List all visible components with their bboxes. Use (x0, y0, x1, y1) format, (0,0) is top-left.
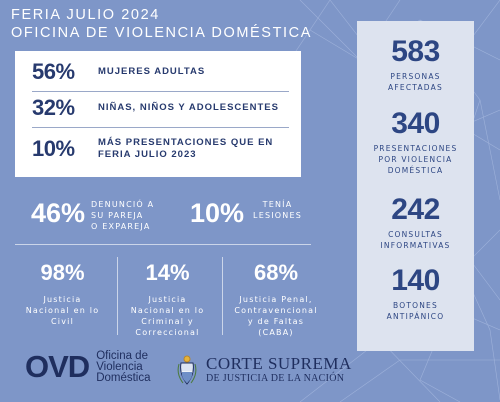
card-row-increase: 10% MÁS PRESENTACIONES QUE EN FERIA JULI… (32, 134, 289, 164)
stat-label: NIÑAS, NIÑOS Y ADOLESCENTES (98, 102, 279, 113)
card-divider (32, 127, 289, 128)
stat-label: Justicia Penal, Contravencional y de Fal… (234, 295, 318, 337)
total-value: 140 (391, 264, 440, 297)
total-affected: 583 PERSONAS AFECTADAS (357, 35, 474, 93)
total-presentations: 340 PRESENTACIONES POR VIOLENCIA DOMÉSTI… (357, 107, 474, 176)
stat-label: Justicia Nacional en lo Criminal y Corre… (130, 295, 205, 337)
stat-value: 68% (253, 260, 299, 285)
corte-suprema-subtitle: DE JUSTICIA DE LA NACIÓN (206, 373, 345, 384)
stat-value: 32% (32, 95, 75, 120)
card-row-women: 56% MUJERES ADULTAS (32, 59, 289, 85)
ovd-logo: OVD Oficina de Violencia Doméstica (25, 349, 151, 385)
corte-suprema-title: CORTE SUPREMA (206, 354, 352, 373)
stats-card: 56% MUJERES ADULTAS 32% NIÑAS, NIÑOS Y A… (15, 51, 301, 177)
total-consultations: 242 CONSULTAS INFORMATIVAS (357, 193, 474, 251)
stat-label: MUJERES ADULTAS (98, 66, 206, 77)
stat-value: 98% (40, 260, 85, 285)
column-divider (222, 257, 223, 335)
ovd-logo-mark: OVD (25, 349, 90, 384)
stat-value: 10% (32, 136, 75, 161)
stat-value: 10% (190, 198, 245, 228)
stat-label: TENÍA LESIONES (253, 200, 303, 220)
stat-value: 56% (32, 59, 75, 84)
total-value: 242 (391, 193, 440, 226)
title-line-2: OFICINA DE VIOLENCIA DOMÉSTICA (11, 25, 312, 41)
section-divider (15, 244, 311, 245)
stat-label: DENUNCIÓ A SU PAREJA O EXPAREJA (91, 200, 155, 231)
stat-criminal: 14% Justicia Nacional en lo Criminal y C… (120, 260, 215, 338)
page-title: FERIA JULIO 2024 OFICINA DE VIOLENCIA DO… (11, 6, 312, 42)
stat-label: MÁS PRESENTACIONES QUE EN FERIA JULIO 20… (98, 137, 274, 160)
stat-value: 46% (31, 198, 86, 228)
card-row-children: 32% NIÑAS, NIÑOS Y ADOLESCENTES (32, 95, 289, 121)
card-divider (32, 91, 289, 92)
argentina-coat-of-arms-icon (177, 355, 197, 385)
column-divider (117, 257, 118, 335)
stat-injuries: 10% TENÍA LESIONES (190, 196, 302, 230)
total-value: 583 (391, 35, 440, 68)
stat-civil: 98% Justicia Nacional en lo Civil (15, 260, 110, 327)
stat-penal: 68% Justicia Penal, Contravencional y de… (225, 260, 327, 338)
title-line-1: FERIA JULIO 2024 (11, 7, 160, 23)
stat-reported-partner: 46% DENUNCIÓ A SU PAREJA O EXPAREJA (31, 196, 154, 232)
stat-label: Justicia Nacional en lo Civil (25, 295, 100, 326)
totals-panel: 583 PERSONAS AFECTADAS 340 PRESENTACIONE… (357, 21, 474, 351)
total-value: 340 (391, 107, 440, 140)
stat-value: 14% (145, 260, 190, 285)
ovd-logo-text: Oficina de Violencia Doméstica (96, 349, 151, 384)
total-panic-buttons: 140 BOTONES ANTIPÁNICO (357, 264, 474, 322)
corte-suprema-logo: CORTE SUPREMA DE JUSTICIA DE LA NACIÓN (176, 354, 352, 386)
